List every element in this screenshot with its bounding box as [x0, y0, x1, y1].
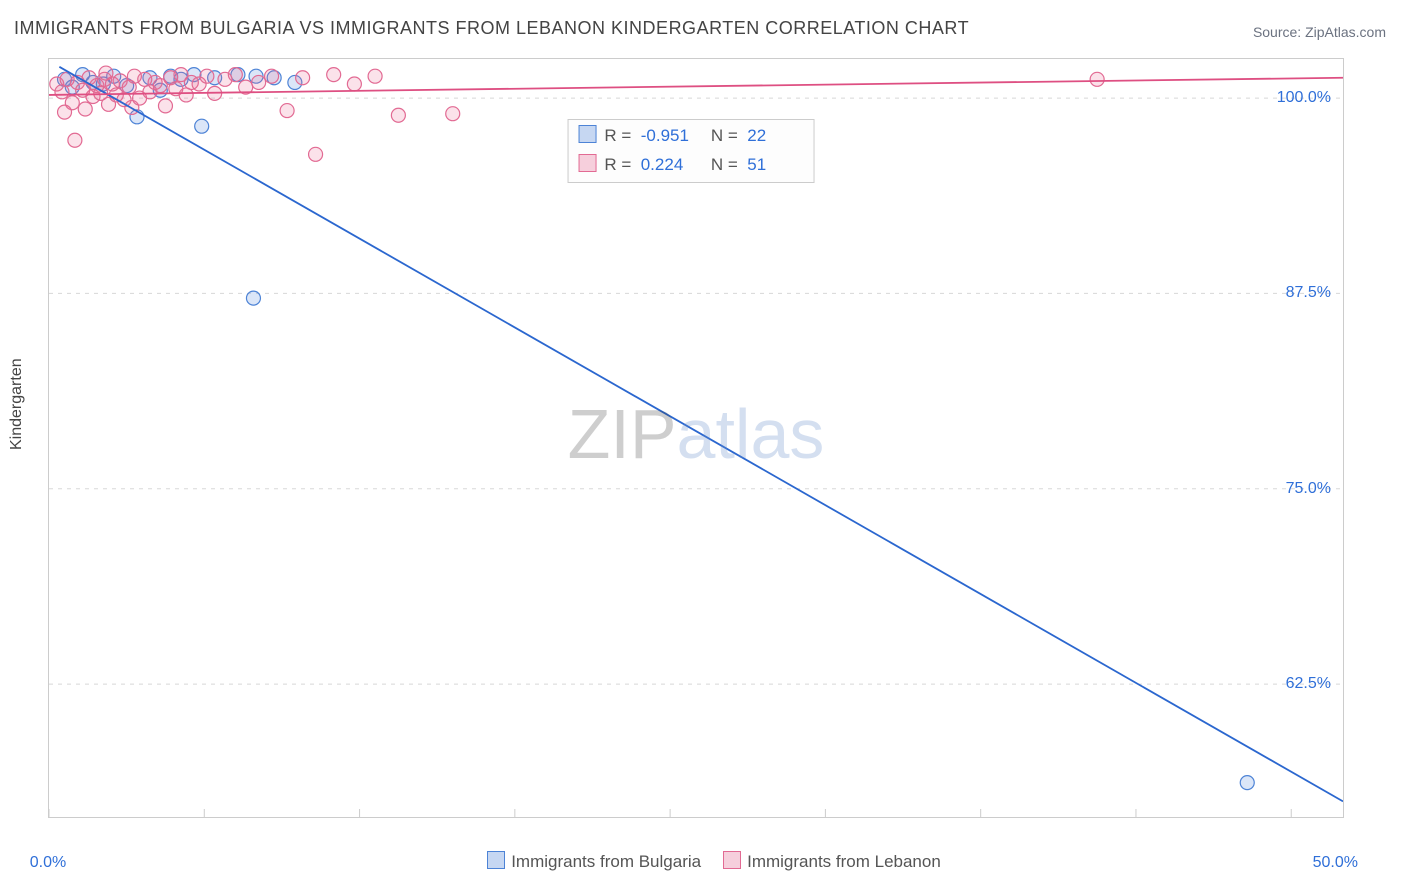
y-tick-label: 75.0% [1286, 480, 1331, 498]
r-value: -0.951 [641, 122, 697, 151]
n-value: 22 [747, 122, 803, 151]
legend-swatch [723, 851, 741, 869]
source-attribution: Source: ZipAtlas.com [1253, 24, 1386, 40]
stats-legend-box: R = -0.951 N = 22R = 0.224 N = 51 [567, 119, 814, 183]
chart-title: IMMIGRANTS FROM BULGARIA VS IMMIGRANTS F… [14, 18, 969, 39]
y-tick-label: 87.5% [1286, 284, 1331, 302]
legend-swatch [578, 125, 596, 143]
y-tick-label: 62.5% [1286, 675, 1331, 693]
legend-swatch [487, 851, 505, 869]
y-tick-label: 100.0% [1277, 89, 1331, 107]
bottom-legend: Immigrants from Bulgaria Immigrants from … [0, 851, 1406, 872]
y-axis-label: Kindergarten [8, 358, 26, 450]
r-value: 0.224 [641, 151, 697, 180]
stats-legend-row: R = -0.951 N = 22 [578, 122, 803, 151]
legend-label: Immigrants from Lebanon [747, 852, 941, 871]
legend-swatch [578, 154, 596, 172]
plot-area: ZIPatlas R = -0.951 N = 22R = 0.224 N = … [48, 58, 1344, 818]
stats-legend-row: R = 0.224 N = 51 [578, 151, 803, 180]
chart-container: IMMIGRANTS FROM BULGARIA VS IMMIGRANTS F… [0, 0, 1406, 892]
legend-label: Immigrants from Bulgaria [511, 852, 701, 871]
n-value: 51 [747, 151, 803, 180]
source-text: ZipAtlas.com [1305, 24, 1386, 40]
